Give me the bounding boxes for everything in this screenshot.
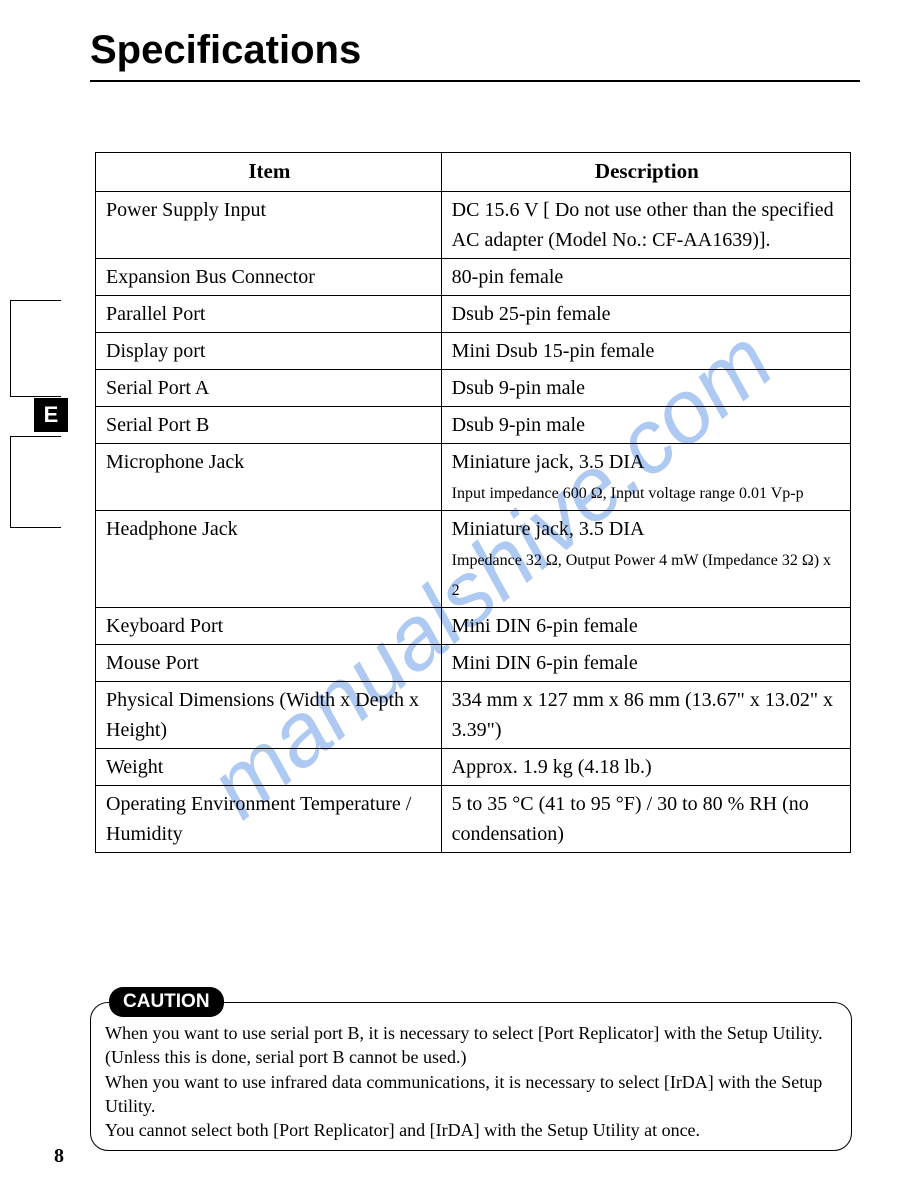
page-title: Specifications	[90, 28, 361, 73]
cell-desc: Dsub 25-pin female	[441, 295, 850, 332]
header-description: Description	[441, 153, 850, 192]
cell-item: Mouse Port	[96, 644, 442, 681]
table-row: Serial Port B Dsub 9-pin male	[96, 406, 851, 443]
cell-desc: 80-pin female	[441, 258, 850, 295]
cell-desc: 5 to 35 °C (41 to 95 °F) / 30 to 80 % RH…	[441, 785, 850, 852]
table-row: Operating Environment Temperature / Humi…	[96, 785, 851, 852]
caution-line: When you want to use serial port B, it i…	[105, 1021, 837, 1070]
cell-item: Serial Port A	[96, 369, 442, 406]
cell-item: Display port	[96, 332, 442, 369]
cell-desc: Dsub 9-pin male	[441, 406, 850, 443]
header-item: Item	[96, 153, 442, 192]
cell-item: Keyboard Port	[96, 607, 442, 644]
cell-desc-main: Miniature jack, 3.5 DIA	[452, 451, 645, 473]
caution-line: When you want to use infrared data commu…	[105, 1070, 837, 1119]
title-divider	[90, 80, 860, 82]
table-row: Mouse Port Mini DIN 6-pin female	[96, 644, 851, 681]
cell-desc: Dsub 9-pin male	[441, 369, 850, 406]
caution-line: You cannot select both [Port Replicator]…	[105, 1118, 837, 1142]
cell-item: Headphone Jack	[96, 510, 442, 607]
section-tab-letter: E	[34, 398, 68, 432]
table-row: Parallel Port Dsub 25-pin female	[96, 295, 851, 332]
tab-bracket-top	[10, 300, 61, 397]
table-header-row: Item Description	[96, 153, 851, 192]
cell-item: Microphone Jack	[96, 443, 442, 510]
cell-item: Operating Environment Temperature / Humi…	[96, 785, 442, 852]
table-row: Keyboard Port Mini DIN 6-pin female	[96, 607, 851, 644]
cell-desc: Mini Dsub 15-pin female	[441, 332, 850, 369]
cell-desc: Approx. 1.9 kg (4.18 lb.)	[441, 748, 850, 785]
caution-box: CAUTION When you want to use serial port…	[90, 1002, 852, 1151]
cell-desc-note: Input impedance 600 Ω, Input voltage ran…	[452, 485, 804, 502]
cell-desc-note: Impedance 32 Ω, Output Power 4 mW (Imped…	[452, 552, 831, 599]
table-row: Physical Dimensions (Width x Depth x Hei…	[96, 681, 851, 748]
cell-item: Physical Dimensions (Width x Depth x Hei…	[96, 681, 442, 748]
cell-desc: Miniature jack, 3.5 DIA Impedance 32 Ω, …	[441, 510, 850, 607]
cell-desc-main: Miniature jack, 3.5 DIA	[452, 518, 645, 540]
caution-text: When you want to use serial port B, it i…	[105, 1021, 837, 1142]
table-row: Power Supply Input DC 15.6 V [ Do not us…	[96, 191, 851, 258]
table-row: Display port Mini Dsub 15-pin female	[96, 332, 851, 369]
cell-desc: DC 15.6 V [ Do not use other than the sp…	[441, 191, 850, 258]
table-row: Expansion Bus Connector 80-pin female	[96, 258, 851, 295]
table-row: Headphone Jack Miniature jack, 3.5 DIA I…	[96, 510, 851, 607]
caution-label: CAUTION	[109, 987, 224, 1017]
table-row: Microphone Jack Miniature jack, 3.5 DIA …	[96, 443, 851, 510]
cell-desc: Mini DIN 6-pin female	[441, 644, 850, 681]
cell-desc: Mini DIN 6-pin female	[441, 607, 850, 644]
cell-item: Power Supply Input	[96, 191, 442, 258]
cell-item: Parallel Port	[96, 295, 442, 332]
page-number: 8	[54, 1145, 64, 1168]
specifications-table: Item Description Power Supply Input DC 1…	[95, 152, 851, 853]
cell-item: Serial Port B	[96, 406, 442, 443]
table-row: Weight Approx. 1.9 kg (4.18 lb.)	[96, 748, 851, 785]
cell-desc: Miniature jack, 3.5 DIA Input impedance …	[441, 443, 850, 510]
table-row: Serial Port A Dsub 9-pin male	[96, 369, 851, 406]
cell-item: Expansion Bus Connector	[96, 258, 442, 295]
tab-bracket-bottom	[10, 436, 61, 528]
cell-desc: 334 mm x 127 mm x 86 mm (13.67" x 13.02"…	[441, 681, 850, 748]
cell-item: Weight	[96, 748, 442, 785]
